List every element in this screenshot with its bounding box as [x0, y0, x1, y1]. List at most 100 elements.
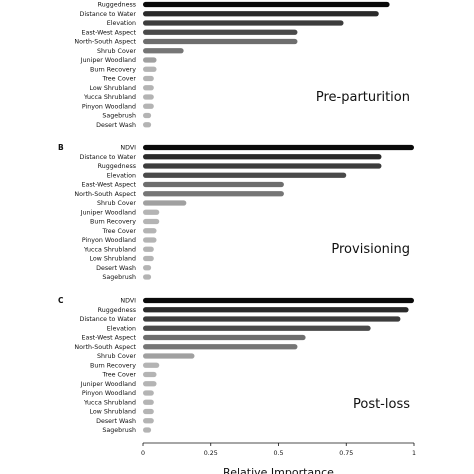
- bar-desert-wash: [143, 418, 154, 424]
- category-label: Juniper Woodland: [80, 209, 136, 216]
- bar-burn-recovery: [143, 362, 160, 368]
- category-label: Tree Cover: [101, 76, 136, 83]
- category-label: Low Shrubland: [89, 85, 136, 92]
- category-label: Tree Cover: [101, 372, 136, 379]
- bar-shrub-cover: [143, 353, 195, 359]
- category-label: Ruggedness: [98, 307, 136, 314]
- category-label: Ruggedness: [98, 163, 136, 170]
- bar-east-west-aspect: [143, 181, 284, 188]
- category-label: Yucca Shrubland: [83, 399, 136, 406]
- category-label: Shrub Cover: [97, 48, 136, 55]
- category-label: NDVI: [120, 145, 136, 152]
- category-label: Sagebrush: [102, 113, 136, 120]
- panel-title: Pre-parturition: [316, 90, 410, 105]
- bar-shrub-cover: [143, 48, 184, 54]
- category-label: Desert Wash: [96, 122, 136, 129]
- x-tick-label: 0.25: [204, 450, 218, 457]
- bar-yucca-shrubland: [143, 246, 154, 252]
- bar-distance-to-water: [143, 316, 401, 322]
- category-label: North-South Aspect: [74, 344, 136, 351]
- category-label: Ruggedness: [98, 2, 136, 9]
- bar-tree-cover: [143, 75, 154, 82]
- bar-yucca-shrubland: [143, 94, 154, 100]
- bar-north-south-aspect: [143, 191, 284, 197]
- category-label: Sagebrush: [102, 427, 136, 434]
- category-label: Juniper Woodland: [80, 381, 136, 388]
- bar-low-shrubland: [143, 408, 154, 415]
- bar-ndvi: [143, 144, 414, 151]
- bar-distance-to-water: [143, 11, 379, 17]
- category-label: Elevation: [107, 172, 136, 179]
- bar-pinyon-woodland: [143, 237, 157, 243]
- panel-title: Post-loss: [353, 397, 410, 412]
- category-label: Pinyon Woodland: [82, 390, 136, 397]
- bar-ndvi: [143, 297, 414, 304]
- category-label: Burn Recovery: [90, 66, 136, 73]
- bar-desert-wash: [143, 265, 152, 271]
- x-axis-label: Relative Importance: [223, 466, 334, 474]
- bar-sagebrush: [143, 427, 152, 433]
- bar-sagebrush: [143, 274, 152, 280]
- bar-ruggedness: [143, 1, 390, 8]
- category-label: Low Shrubland: [89, 409, 136, 416]
- category-label: Elevation: [107, 325, 136, 332]
- category-label: Pinyon Woodland: [82, 103, 136, 110]
- category-label: Elevation: [107, 20, 136, 27]
- category-label: Low Shrubland: [89, 256, 136, 263]
- bar-sagebrush: [143, 112, 152, 119]
- bar-ruggedness: [143, 163, 382, 169]
- category-label: Yucca Shrubland: [83, 94, 136, 101]
- category-label: Desert Wash: [96, 418, 136, 425]
- category-label: Juniper Woodland: [80, 57, 136, 64]
- category-label: NDVI: [120, 298, 136, 305]
- bar-desert-wash: [143, 122, 152, 128]
- x-tick-label: 1: [412, 450, 416, 457]
- category-label: Burn Recovery: [90, 219, 136, 226]
- category-label: East-West Aspect: [82, 29, 137, 36]
- bar-ruggedness: [143, 307, 409, 313]
- bar-low-shrubland: [143, 255, 154, 262]
- category-label: Tree Cover: [101, 228, 136, 235]
- category-label: East-West Aspect: [82, 335, 137, 342]
- category-label: Sagebrush: [102, 274, 136, 281]
- category-label: Distance to Water: [80, 11, 137, 18]
- bar-east-west-aspect: [143, 29, 298, 35]
- panel-title: Provisioning: [331, 242, 410, 257]
- bar-north-south-aspect: [143, 38, 298, 45]
- category-label: Pinyon Woodland: [82, 237, 136, 244]
- x-tick-label: 0.75: [339, 450, 353, 457]
- bar-distance-to-water: [143, 154, 382, 160]
- category-label: Burn Recovery: [90, 362, 136, 369]
- category-label: Distance to Water: [80, 154, 137, 161]
- bar-low-shrubland: [143, 85, 154, 91]
- bar-elevation: [143, 172, 347, 178]
- bar-north-south-aspect: [143, 344, 298, 350]
- bar-pinyon-woodland: [143, 390, 154, 396]
- bar-burn-recovery: [143, 66, 157, 72]
- bar-yucca-shrubland: [143, 399, 154, 405]
- category-label: Shrub Cover: [97, 200, 136, 207]
- category-label: Distance to Water: [80, 316, 137, 323]
- x-tick-label: 0: [141, 450, 145, 457]
- category-label: Desert Wash: [96, 265, 136, 272]
- bar-elevation: [143, 20, 344, 26]
- category-label: Yucca Shrubland: [83, 246, 136, 253]
- category-label: Shrub Cover: [97, 353, 136, 360]
- bar-juniper-woodland: [143, 381, 157, 387]
- bar-tree-cover: [143, 371, 157, 378]
- bar-juniper-woodland: [143, 209, 160, 215]
- bar-pinyon-woodland: [143, 103, 154, 109]
- category-label: North-South Aspect: [74, 39, 136, 46]
- panel-letter: C: [58, 296, 64, 305]
- bar-elevation: [143, 325, 371, 331]
- bar-shrub-cover: [143, 200, 187, 206]
- panel-letter: B: [58, 143, 64, 152]
- bar-tree-cover: [143, 228, 157, 234]
- category-label: North-South Aspect: [74, 191, 136, 198]
- bar-juniper-woodland: [143, 57, 157, 63]
- bar-burn-recovery: [143, 218, 160, 225]
- bar-east-west-aspect: [143, 334, 306, 341]
- x-tick-label: 0.5: [273, 450, 283, 457]
- category-label: East-West Aspect: [82, 182, 137, 189]
